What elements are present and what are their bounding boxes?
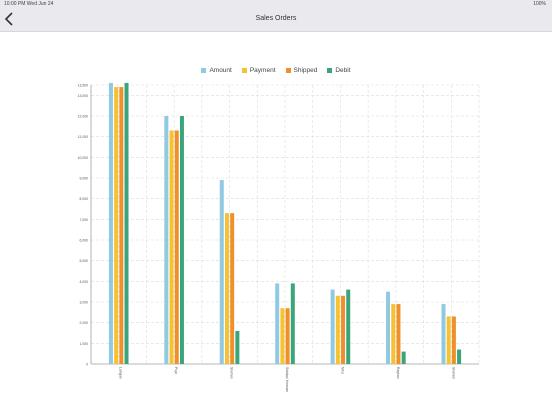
y-tick-label: 11,000 <box>78 135 88 139</box>
bar-amount <box>108 82 113 364</box>
legend-item-amount[interactable]: Amount <box>201 67 232 74</box>
legend-item-payment[interactable]: Payment <box>241 67 276 74</box>
x-tick-label: Shahed <box>451 367 455 379</box>
legend-swatch <box>285 67 291 73</box>
bar-shipped <box>119 87 124 365</box>
bar-debit <box>179 116 184 364</box>
y-tick-label: 13,500 <box>78 84 88 88</box>
y-tick-label: 5,000 <box>80 259 89 263</box>
bar-debit <box>346 289 351 364</box>
bar-shipped <box>174 130 179 364</box>
y-tick-label: 0 <box>86 363 88 367</box>
bar-debit <box>124 82 129 364</box>
x-tick-label: Puja <box>174 367 178 374</box>
bar-amount <box>441 304 446 364</box>
y-tick-label: 4,000 <box>80 280 89 284</box>
bar-shipped <box>230 213 235 364</box>
battery-indicator: 100% <box>533 1 546 7</box>
legend-label: Payment <box>249 67 276 74</box>
x-tick-label: Shohan <box>230 367 234 379</box>
legend-label: Shipped <box>293 67 318 74</box>
y-tick-label: 12,000 <box>78 115 88 119</box>
bar-debit <box>235 330 240 364</box>
bar-payment <box>169 130 174 364</box>
legend-item-debit[interactable]: Debit <box>327 67 351 74</box>
bar-amount <box>275 283 280 364</box>
x-tick-label: Rayhan <box>396 367 400 379</box>
legend-swatch <box>201 67 207 73</box>
y-tick-label: 2,000 <box>80 321 89 325</box>
bar-debit <box>401 351 406 364</box>
bar-amount <box>219 180 224 364</box>
bar-shipped <box>341 295 346 364</box>
y-tick-label: 13,000 <box>78 94 88 98</box>
legend-swatch <box>327 67 333 73</box>
navigation-bar: Sales Orders <box>0 8 552 32</box>
legend-swatch <box>241 67 247 73</box>
chevron-left-icon <box>4 12 13 26</box>
legend-label: Amount <box>209 67 232 74</box>
chart-legend: Amount Payment Shipped Debit <box>0 67 552 74</box>
bar-shipped <box>396 304 401 364</box>
bar-payment <box>391 304 396 364</box>
y-tick-label: 3,000 <box>80 301 89 305</box>
y-tick-label: 6,000 <box>80 239 89 243</box>
y-tick-label: 1,000 <box>80 342 89 346</box>
bar-amount <box>164 116 169 364</box>
page-title: Sales Orders <box>255 15 297 22</box>
status-bar: 10:00 PM Wed Jun 24 100% <box>0 0 552 8</box>
bar-amount <box>330 289 335 364</box>
y-tick-label: 7,000 <box>80 218 89 222</box>
bar-payment <box>224 213 229 364</box>
legend-label: Debit <box>335 67 351 74</box>
x-tick-label: Siddiqui Hossain <box>285 367 289 392</box>
bar-debit <box>457 349 462 364</box>
bar-debit <box>290 283 295 364</box>
y-tick-label: 9,000 <box>80 177 89 181</box>
bar-payment <box>446 316 451 364</box>
back-button[interactable] <box>4 12 18 27</box>
bar-payment <box>114 87 119 365</box>
bar-shipped <box>451 316 456 364</box>
y-tick-label: 8,000 <box>80 197 89 201</box>
bar-payment <box>280 308 285 364</box>
bar-amount <box>386 291 391 364</box>
x-tick-label: Nitul <box>340 367 344 374</box>
y-tick-label: 10,000 <box>78 156 88 160</box>
status-time: 10:00 PM Wed Jun 24 <box>4 1 54 7</box>
bar-payment <box>335 295 340 364</box>
x-tick-label: Lahajan <box>119 367 123 379</box>
legend-item-shipped[interactable]: Shipped <box>285 67 318 74</box>
bar-shipped <box>285 308 290 364</box>
